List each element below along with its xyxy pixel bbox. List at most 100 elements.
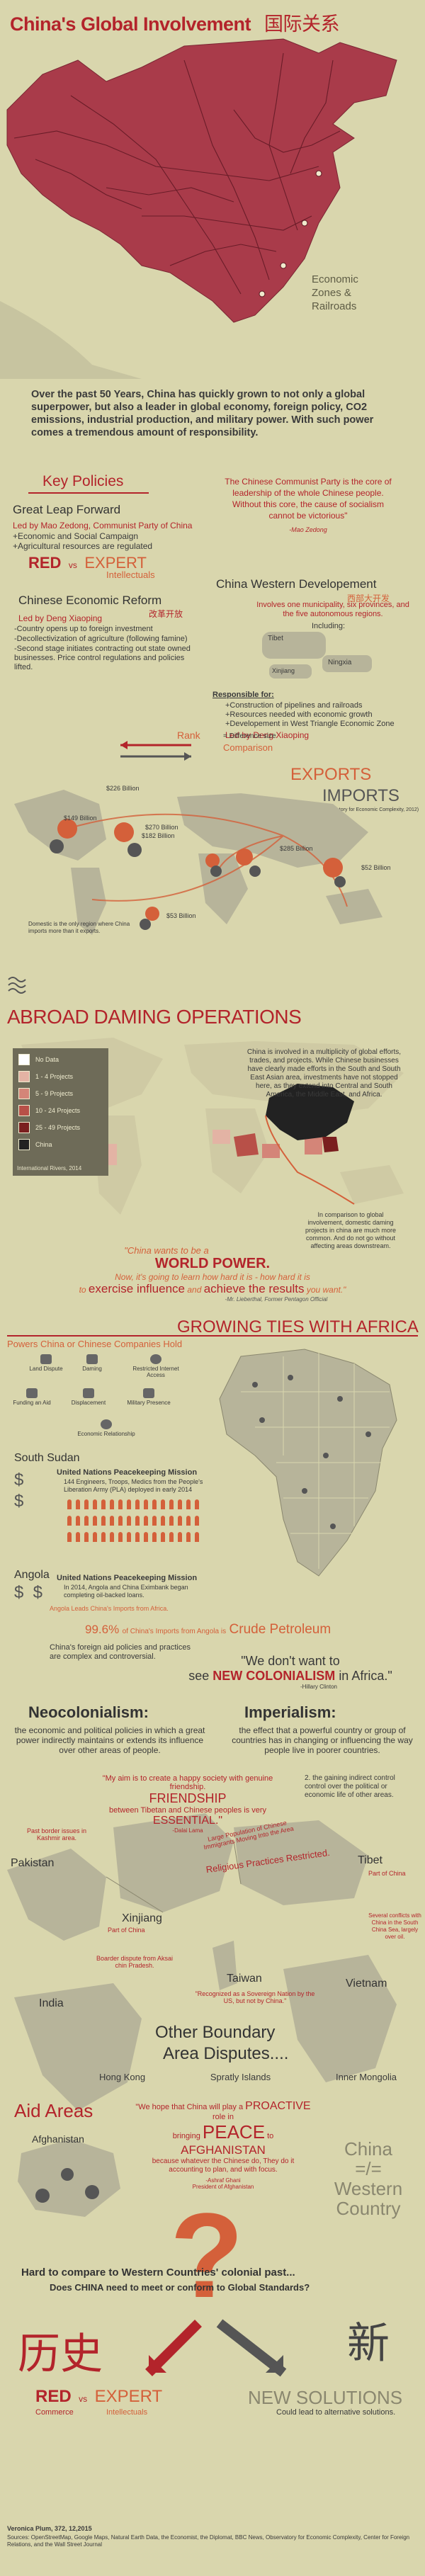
africa-map	[219, 1349, 397, 1577]
person-icon	[84, 1532, 89, 1542]
funding-icon	[26, 1388, 38, 1398]
xinjiang-label: Xinjiang	[272, 667, 295, 674]
western-title-cn: 西部大开发	[347, 594, 390, 603]
vs-label: vs	[68, 560, 77, 570]
taiwan-label: Taiwan	[227, 1973, 262, 1985]
china-word: China	[344, 2138, 392, 2160]
person-icon	[76, 1499, 80, 1509]
quote-world-power: WORLD POWER.	[154, 1256, 271, 1271]
new-colonialism: NEW COLONIALISM	[212, 1669, 336, 1683]
ss-desc: 144 Engineers, Troops, Medics from the P…	[64, 1478, 203, 1493]
person-icon	[152, 1499, 157, 1509]
ningxia-label: Ningxia	[328, 659, 352, 666]
india-note: Boarder dispute from Aksai chin Pradesh.	[96, 1955, 174, 1969]
person-icon	[169, 1499, 174, 1509]
western-item-1: +Construction of pipelines and railroads	[225, 701, 363, 710]
western-map-xinjiang: Xinjiang	[269, 664, 312, 679]
trade-value-1: $226 Billion	[106, 785, 140, 792]
red-label: RED	[28, 554, 62, 572]
legend-swatch	[18, 1088, 30, 1099]
person-icon	[178, 1532, 182, 1542]
quote-you-want: you want."	[306, 1285, 346, 1295]
person-icon	[135, 1532, 140, 1542]
legend-swatch	[18, 1071, 30, 1082]
reform-item-3: -Second stage initiates contracting out …	[14, 645, 191, 671]
ang-mission: United Nations Peacekeeping Mission	[57, 1574, 198, 1582]
boundary-heading: Other Boundary Area Disputes....	[142, 2022, 288, 2065]
tibet-label: Tibet	[268, 635, 283, 642]
power-internet: Restricted Internet Access	[124, 1354, 188, 1378]
aid-quote-3: because whatever the Chinese do, They do…	[152, 2157, 295, 2174]
wave-icon	[8, 977, 26, 994]
essential-word: ESSENTIAL."	[152, 1815, 223, 1827]
legend-label: No Data	[35, 1056, 60, 1063]
ss-people-grid	[65, 1498, 207, 1555]
gaining-text: 2. the gaining indirect control control …	[305, 1774, 395, 1799]
footer-red: RED	[35, 2387, 72, 2406]
key-policies-underline	[28, 492, 149, 494]
person-icon	[135, 1499, 140, 1509]
quote-author: -Mr. Lieberthal, Former Pentagon Officia…	[225, 1296, 328, 1303]
person-icon	[144, 1499, 148, 1509]
dams-quote: "China wants to be a WORLD POWER. Now, i…	[28, 1245, 397, 1303]
great-leap-item-1: +Economic and Social Campaign	[13, 531, 139, 541]
aid-to: to	[267, 2132, 274, 2140]
power-daming: Daming	[71, 1354, 113, 1372]
percent-value: 99.6%	[85, 1623, 120, 1636]
person-icon	[144, 1516, 148, 1526]
south-sudan-label: South Sudan	[14, 1452, 80, 1464]
land-dispute-icon	[40, 1354, 52, 1364]
africa-underline	[7, 1335, 418, 1337]
aid-author-title: President of Afghanistan	[192, 2184, 254, 2190]
afghanistan-map	[18, 2139, 120, 2217]
western-desc: Involves one municipality, six provinces…	[256, 601, 409, 618]
legend-label: 10 - 24 Projects	[35, 1107, 81, 1114]
dams-legend-source: International Rivers, 2014	[17, 1165, 82, 1171]
trade-note: Domestic is the only region where China …	[28, 921, 130, 934]
neo-text: the economic and political policies in w…	[14, 1725, 205, 1755]
china-black-shape	[266, 1084, 354, 1140]
person-icon	[135, 1516, 140, 1526]
handshake-icon	[101, 1419, 112, 1429]
footer-question-1: Hard to compare to Western Countries' co…	[21, 2266, 295, 2279]
person-icon	[127, 1532, 131, 1542]
footer-vs: vs	[79, 2394, 88, 2404]
great-leap-led-by: Led by Mao Zedong, Communist Party of Ch…	[13, 521, 193, 530]
africa-heading: GROWING TIES WITH AFRICA	[177, 1317, 419, 1337]
great-leap-title: Great Leap Forward	[13, 503, 121, 516]
trade-value-7: $53 Billion	[166, 912, 196, 919]
footer-red-vs-expert: RED vs EXPERT	[35, 2387, 162, 2407]
person-icon	[195, 1516, 199, 1526]
legend-label: 25 - 49 Projects	[35, 1124, 81, 1131]
great-leap-item-2: +Agricultural resources are regulated	[13, 541, 153, 551]
military-icon	[143, 1388, 154, 1398]
person-icon	[161, 1499, 165, 1509]
history-cn: 历史	[18, 2330, 103, 2378]
daming-icon	[86, 1354, 98, 1364]
aid-afghanistan-caps: AFGHANISTAN	[181, 2143, 266, 2157]
title-text: China's Global Involvement	[10, 13, 251, 35]
railroads	[13, 52, 341, 295]
footer-intellectuals: Intellectuals	[106, 2408, 148, 2417]
percent-text: of China's Imports from Angola is	[122, 1628, 227, 1635]
dams-text: China is involved in a multiplicity of g…	[246, 1048, 402, 1099]
person-icon	[118, 1532, 123, 1542]
china-not-western: China =/= Western Country	[326, 2139, 411, 2218]
quote-to: to	[79, 1285, 86, 1295]
economic-zone-markers	[259, 170, 322, 297]
legend-label: 5 - 9 Projects	[35, 1090, 74, 1097]
boundary-heading-1: Other Boundary	[154, 2023, 276, 2042]
intro-text: Over the past 50 Years, China has quickl…	[31, 389, 374, 438]
power-displacement: Displacement	[64, 1388, 113, 1406]
intellectuals-label: Intellectuals	[106, 569, 155, 580]
powers-icons: Land Dispute Daming Restricted Internet …	[7, 1354, 191, 1446]
legend-label: 1 - 4 Projects	[35, 1073, 74, 1080]
trade-world-map	[14, 790, 382, 935]
vietnam-note: Several conflicts with China in the Sout…	[368, 1912, 421, 1940]
asia-map	[7, 1813, 397, 2111]
exports-source: (Observatory for Economic Complexity, 20…	[319, 807, 419, 812]
person-icon	[101, 1499, 106, 1509]
person-icon	[93, 1516, 97, 1526]
ang-desc: In 2014, Angola and China Eximbank began…	[64, 1584, 188, 1599]
aid-proactive: PROACTIVE	[245, 2100, 311, 2112]
